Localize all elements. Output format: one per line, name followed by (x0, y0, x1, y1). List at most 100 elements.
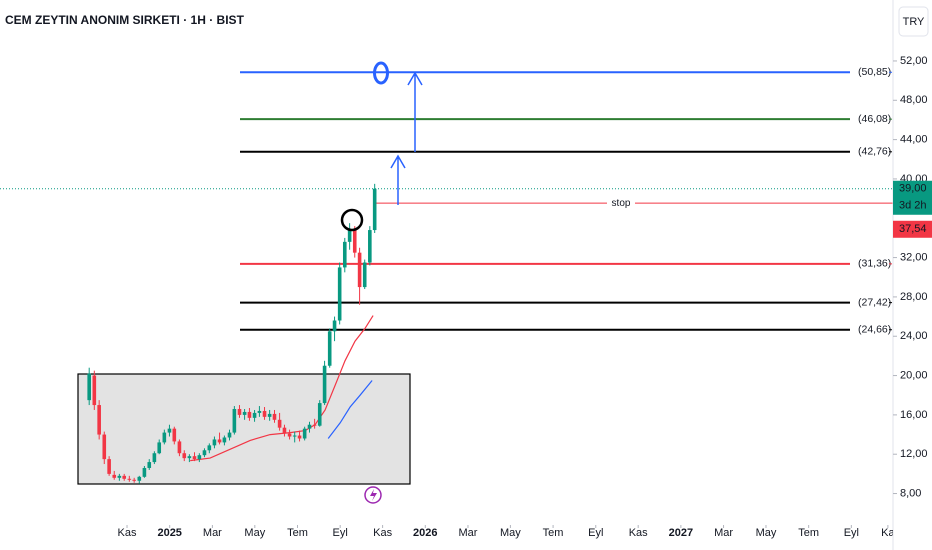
currency-button[interactable] (898, 6, 929, 37)
candle-body (302, 428, 307, 439)
x-tick-label: Eyl (588, 527, 603, 539)
candle-body (368, 230, 372, 263)
moving-average (327, 380, 373, 439)
candle-body (172, 428, 177, 442)
candle-body (342, 241, 347, 268)
x-tick-label: May (756, 527, 777, 539)
arrow (390, 154, 406, 205)
x-tick-label: Kas (118, 527, 137, 539)
y-tick-label: 20,00 (900, 369, 928, 381)
candle-body (232, 408, 237, 433)
candle-body (337, 267, 342, 321)
candle-body (317, 403, 322, 426)
candle-body (357, 252, 362, 288)
y-tick-label: 24,00 (900, 330, 928, 342)
level-label: (24,66) (858, 324, 891, 336)
candle-body (277, 419, 282, 428)
plot (0, 71, 893, 484)
x-tick-label: May (500, 527, 521, 539)
candle-body (137, 476, 142, 481)
candle-body (157, 442, 162, 454)
x-tick-label: 2026 (413, 527, 437, 539)
candle-body (327, 331, 332, 366)
arrows (390, 71, 423, 205)
level-label: (46,08) (858, 113, 891, 125)
x-tick-label: Mar (458, 527, 477, 539)
x-tick-label: Eyl (844, 527, 859, 539)
target-circle (373, 61, 389, 85)
x-tick-label: Kas (629, 527, 648, 539)
candle-body (147, 462, 152, 468)
candle-body (97, 405, 101, 435)
candle-body (192, 456, 197, 460)
candle-body (257, 410, 262, 413)
level-label: (42,76) (858, 146, 891, 158)
currency-label[interactable]: TRY (903, 16, 925, 28)
candle-body (372, 188, 377, 231)
level-label: (50,85) (858, 66, 891, 78)
candle-body (247, 411, 252, 418)
candle-body (287, 433, 292, 437)
x-tick-label: Tem (287, 527, 308, 539)
y-tick-label: 16,00 (900, 409, 928, 421)
candle-body (267, 413, 272, 417)
candle-body (202, 450, 207, 456)
countdown-label: 3d 2h (899, 200, 927, 212)
last-price-badge (893, 180, 932, 215)
x-tick-label: May (244, 527, 265, 539)
x-tick-label: Mar (714, 527, 733, 539)
y-tick-label: 8,00 (900, 487, 921, 499)
candle-body (222, 437, 227, 443)
candle-body (322, 365, 327, 404)
candle-body (217, 439, 222, 443)
x-tick-label: Tem (798, 527, 819, 539)
candle-body (87, 373, 91, 401)
candle-body (152, 453, 157, 463)
candle-body (167, 428, 172, 433)
x-tick-label: Ka (881, 527, 895, 539)
level-label: (31,36) (858, 258, 891, 270)
candle-body (122, 475, 127, 479)
candle-body (252, 412, 257, 418)
candle-body (312, 424, 317, 426)
candle-body (297, 435, 302, 439)
candle-body (262, 410, 267, 417)
candle-body (162, 432, 167, 443)
candle-body (117, 475, 122, 478)
candle-body (102, 434, 107, 460)
candle-body (207, 445, 212, 451)
x-tick-label: 2027 (669, 527, 693, 539)
y-tick-label: 48,00 (900, 94, 928, 106)
last-price-label: 39,00 (899, 183, 927, 195)
event-icon[interactable] (364, 486, 382, 504)
candle-body (182, 453, 187, 459)
time-axis: Kas 2025 Mar May Tem Eyl Kas 2026 Mar May Tem Eyl Ka… (118, 525, 895, 539)
candle-body (92, 375, 97, 406)
y-tick-label: 28,00 (900, 291, 928, 303)
candle-body (142, 467, 147, 477)
candle-body (242, 411, 247, 415)
candle-body (282, 427, 287, 434)
marker-circle (340, 208, 364, 232)
candle-body (107, 459, 111, 474)
stop-price-label: 37,54 (899, 223, 927, 235)
chart-title: CEM ZEYTIN ANONIM SIRKETI · 1H · BIST (5, 13, 245, 27)
arrow (407, 71, 423, 152)
candle-body (272, 413, 277, 420)
candle-body (352, 230, 357, 253)
candle-body (197, 455, 202, 460)
x-tick-label: Mar (203, 527, 222, 539)
stop-badge (893, 220, 932, 238)
stop-label: stop (612, 198, 631, 209)
candle-body (332, 320, 337, 332)
level-label: (27,42) (858, 296, 891, 308)
x-tick-label: Kas (373, 527, 392, 539)
x-tick-label: Tem (543, 527, 564, 539)
y-tick-label: 44,00 (900, 134, 928, 146)
candle-body (362, 262, 367, 288)
y-tick-label: 12,00 (900, 448, 928, 460)
range-box (77, 373, 411, 485)
candle-body (347, 230, 352, 242)
y-tick-label: 52,00 (900, 55, 928, 67)
